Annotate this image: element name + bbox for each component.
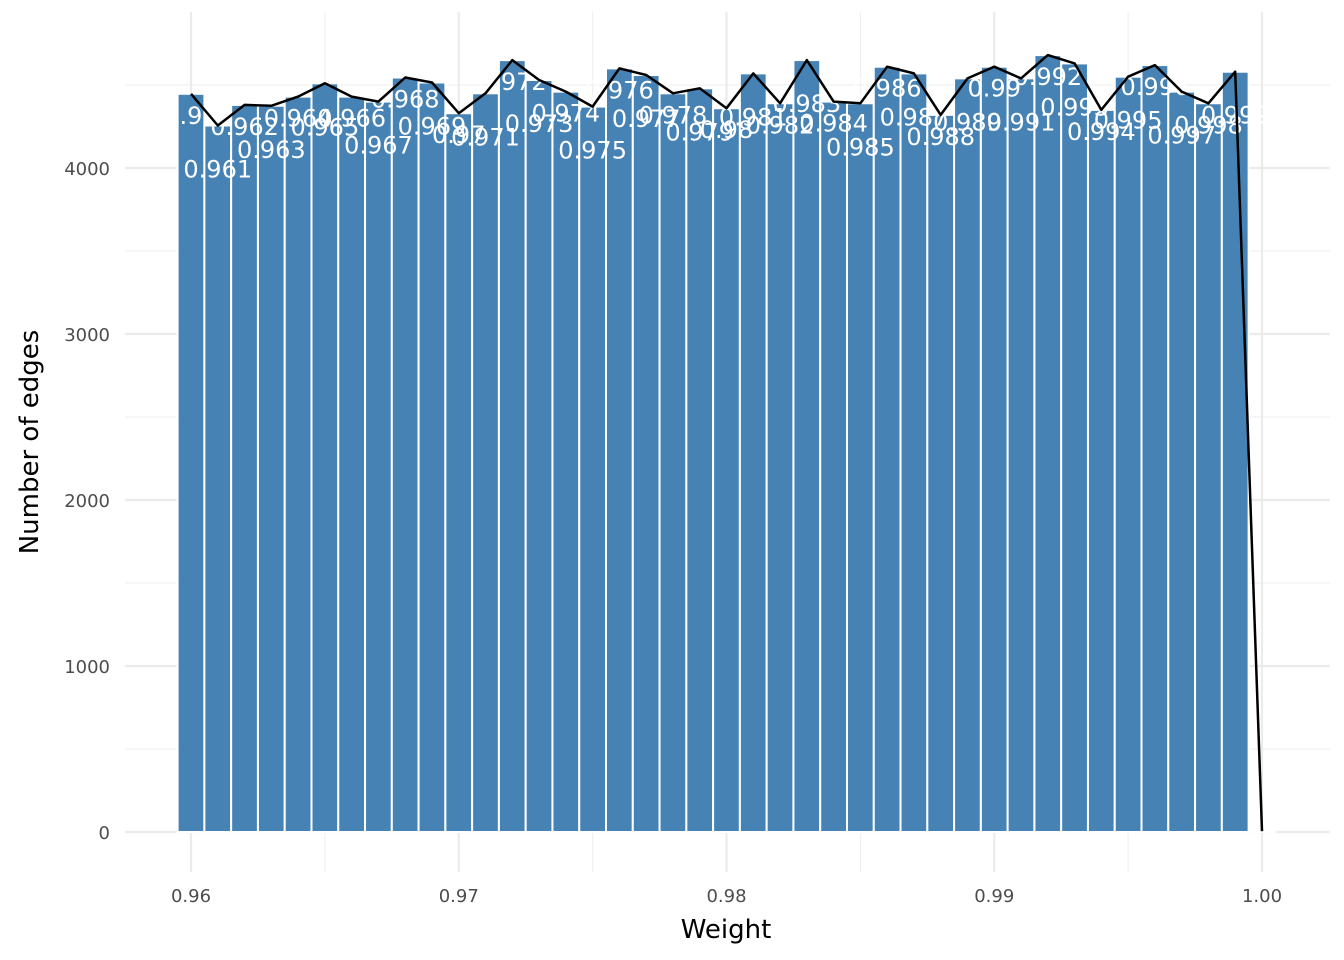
bar-series — [176, 54, 1277, 834]
histogram-bar — [364, 100, 393, 834]
histogram-bar — [1060, 62, 1089, 834]
frequency-polygon-line — [190, 53, 1264, 832]
histogram-bar — [1194, 102, 1223, 833]
histogram-bar — [310, 82, 340, 833]
bar-value-label: 0.967 — [344, 132, 413, 160]
bar-value-label: 0.988 — [906, 123, 975, 151]
bar-label-series: 0.960.9610.9620.9630.9640.9650.9660.9670… — [164, 63, 1269, 183]
histogram-bar — [845, 102, 875, 833]
bar-value-label: 0.997 — [1147, 122, 1216, 150]
bar-value-label: 0.981 — [719, 103, 788, 131]
histogram-bar — [926, 113, 956, 833]
histogram-bar — [712, 107, 741, 834]
bar-value-label: 0.985 — [826, 133, 895, 161]
histogram-bar — [390, 76, 420, 833]
bar-value-label: 0.998 — [1174, 111, 1243, 139]
histogram-bar — [176, 92, 206, 834]
bar-value-label: 0.982 — [746, 111, 815, 139]
bar-value-label: 0.972 — [478, 68, 547, 96]
histogram-bar — [1247, 830, 1277, 833]
histogram-bar — [631, 74, 661, 834]
histogram-bar — [203, 124, 233, 833]
histogram-bar — [230, 103, 259, 834]
bar-value-label: 0.975 — [558, 137, 627, 165]
bar-value-label: 0.976 — [585, 76, 654, 104]
y-tick-label: 0 — [99, 823, 110, 844]
bar-value-label: 0.994 — [1067, 118, 1136, 146]
histogram-bar — [819, 100, 848, 834]
histogram-bar — [417, 81, 447, 833]
bar-value-label: 0.964 — [264, 105, 333, 133]
bar-value-label: 0.969 — [398, 113, 467, 141]
bar-value-label: 0.98 — [700, 116, 753, 144]
x-axis-tick-labels: 0.96 0.97 0.98 0.99 1.00 — [171, 886, 1282, 907]
histogram-bar — [738, 72, 768, 833]
x-tick-label: 0.96 — [171, 886, 211, 907]
y-tick-label: 2000 — [64, 491, 110, 512]
histogram-bar — [256, 104, 286, 833]
histogram-bar — [685, 87, 715, 833]
bar-value-label: 0.963 — [237, 136, 306, 164]
bar-value-label: 0.978 — [639, 101, 708, 129]
x-tick-label: 1.00 — [1242, 886, 1282, 907]
x-axis-title: Weight — [681, 915, 772, 945]
histogram-bar — [578, 105, 608, 833]
bar-value-label: 0.992 — [1013, 63, 1082, 91]
x-tick-label: 0.99 — [974, 886, 1014, 907]
histogram-bar — [765, 102, 795, 833]
x-tick-label: 0.98 — [706, 886, 746, 907]
histogram-bar — [1033, 54, 1063, 834]
bar-value-label: 0.965 — [291, 113, 360, 141]
y-axis-tick-labels: 0 1000 2000 3000 4000 — [64, 159, 110, 844]
histogram-bar — [792, 59, 822, 834]
y-tick-label: 3000 — [64, 325, 110, 346]
histogram-bar — [953, 77, 982, 834]
histogram-bar — [551, 90, 581, 833]
y-tick-label: 1000 — [64, 657, 110, 678]
histogram-bar — [605, 67, 634, 833]
bar-value-label: 0.979 — [665, 118, 734, 146]
bar-value-label: 0.996 — [1121, 73, 1190, 101]
histogram-bar — [1167, 90, 1197, 833]
bar-value-label: 0.966 — [317, 105, 386, 133]
histogram-bar — [1006, 77, 1036, 834]
histogram-bar — [337, 95, 367, 834]
histogram-bar — [283, 95, 313, 834]
y-axis-title: Number of edges — [15, 330, 45, 555]
y-tick-label: 4000 — [64, 159, 110, 180]
histogram-bar — [1113, 75, 1143, 833]
bar-value-label: 0.984 — [799, 110, 868, 138]
x-tick-label: 0.97 — [439, 886, 479, 907]
histogram-bar — [658, 92, 688, 834]
bar-value-label: 0.995 — [1094, 107, 1163, 135]
bar-value-label: 0.993 — [1040, 93, 1109, 121]
histogram-bar — [524, 79, 554, 833]
bar-value-label: 0.991 — [987, 108, 1056, 136]
bar-value-label: 0.971 — [451, 123, 520, 151]
bar-value-label: 0.99 — [968, 75, 1021, 103]
bar-value-label: 0.977 — [612, 105, 681, 133]
bar-value-label: 0.962 — [210, 113, 279, 141]
histogram-bar — [1140, 64, 1170, 833]
histogram-bar — [1220, 70, 1250, 834]
histogram-bar — [872, 65, 902, 834]
histogram-bar — [471, 92, 500, 834]
histogram-bar — [899, 72, 929, 833]
histogram-bar — [444, 112, 474, 834]
bar-value-label: 0.973 — [505, 110, 574, 138]
histogram-bar — [979, 65, 1009, 834]
bar-value-label: 0.989 — [933, 108, 1002, 136]
bar-value-label: 0.97 — [432, 121, 485, 149]
histogram-bar — [1086, 108, 1116, 833]
bar-value-label: 0.961 — [183, 156, 252, 184]
histogram-bar — [497, 59, 527, 834]
